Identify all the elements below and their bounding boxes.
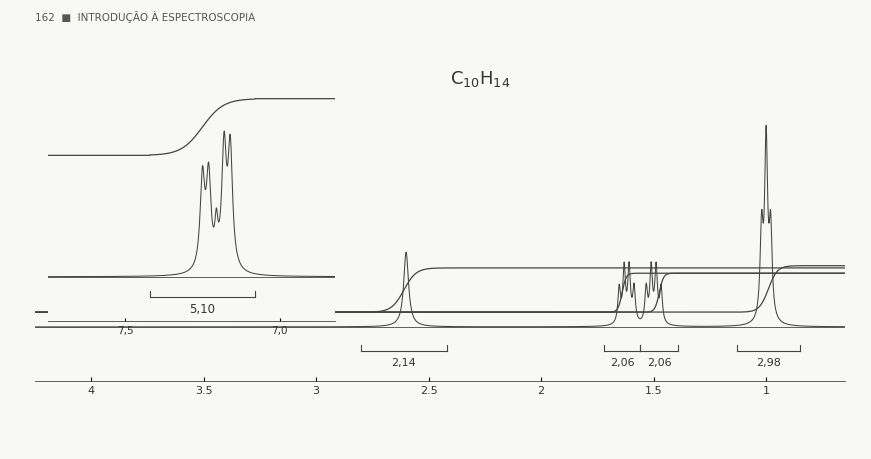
Text: 2,14: 2,14 bbox=[391, 358, 416, 368]
Text: 2,06: 2,06 bbox=[610, 358, 634, 368]
Text: 162  ■  INTRODUÇÃO À ESPECTROSCOPIA: 162 ■ INTRODUÇÃO À ESPECTROSCOPIA bbox=[35, 11, 255, 23]
Text: 2,06: 2,06 bbox=[647, 358, 672, 368]
Text: 2,98: 2,98 bbox=[756, 358, 780, 368]
Text: 5,10: 5,10 bbox=[189, 303, 215, 316]
Text: C$_{10}$H$_{14}$: C$_{10}$H$_{14}$ bbox=[450, 69, 510, 89]
